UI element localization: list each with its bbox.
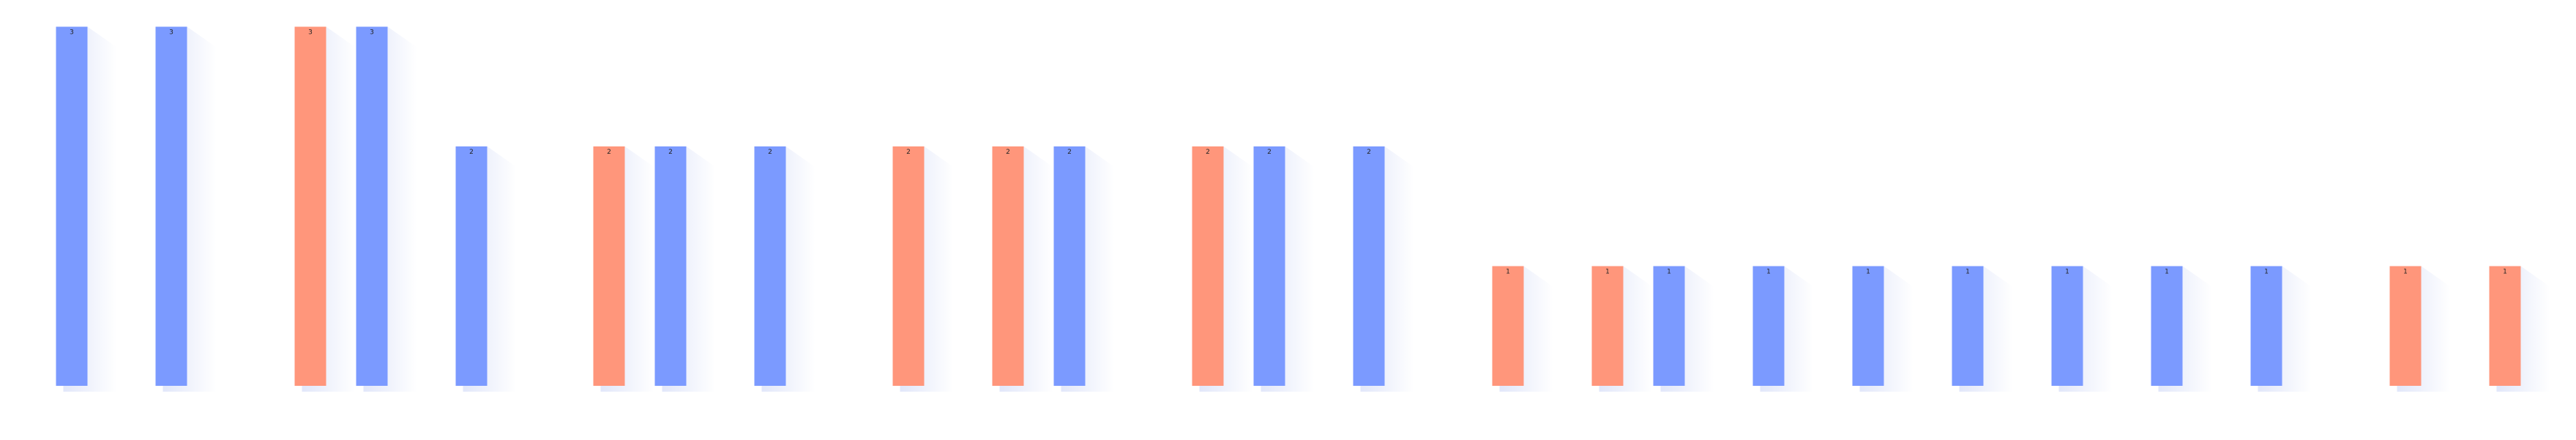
bar-value-label: 3 [370,29,374,37]
bar-value-label: 2 [1206,149,1210,156]
bar-value-label: 1 [1766,269,1771,276]
bar-10 [992,146,1024,386]
bar-value-label: 3 [308,29,313,37]
bar-17 [1653,266,1685,386]
bar-6 [593,146,625,386]
bar-value-label: 1 [1866,269,1870,276]
bar-labels: 3 3 3 3 2 2 2 2 2 2 2 2 2 2 1 1 1 1 1 1 1 1 1 1 1 [70,29,2507,276]
bar-9 [892,146,925,386]
bar-value-label: 1 [2165,269,2169,276]
bar-25 [2489,266,2521,386]
bar-11 [1053,146,1086,386]
bar-value-label: 1 [1506,269,1510,276]
bar-value-label: 2 [469,149,474,156]
bar-value-label: 1 [2503,269,2507,276]
bar-3 [294,26,326,386]
bar-23 [2250,266,2282,386]
bar-22 [2151,266,2183,386]
bar-20 [1952,266,1984,386]
bar-13 [1253,146,1285,386]
bar-8 [754,146,786,386]
bar-value-label: 2 [668,149,673,156]
bar-value-label: 2 [1067,149,1072,156]
bar-value-label: 1 [2065,269,2069,276]
bar-19 [1852,266,1884,386]
bar-4 [356,26,388,386]
bar-value-label: 2 [1367,149,1371,156]
bar-value-label: 3 [169,29,173,37]
bar-value-label: 1 [2264,269,2269,276]
bar-value-label: 2 [607,149,611,156]
bar-value-label: 2 [1267,149,1272,156]
bar-24 [2389,266,2422,386]
bar-16 [1591,266,1624,386]
bar-value-label: 1 [1667,269,1671,276]
bars [56,26,2521,386]
bar-value-label: 1 [2403,269,2408,276]
bar-value-label: 2 [1006,149,1010,156]
bar-18 [1752,266,1785,386]
bar-1 [56,26,88,386]
bar-value-label: 2 [906,149,911,156]
bar-21 [2051,266,2083,386]
bar-value-label: 3 [70,29,74,37]
bar-14 [1353,146,1385,386]
bar-value-label: 2 [768,149,772,156]
bar-value-label: 1 [1605,269,1610,276]
bar-15 [1492,266,1524,386]
bar-5 [455,146,488,386]
bar-value-label: 1 [1965,269,1970,276]
bar-2 [155,26,187,386]
bar-7 [654,146,687,386]
bar-12 [1192,146,1224,386]
